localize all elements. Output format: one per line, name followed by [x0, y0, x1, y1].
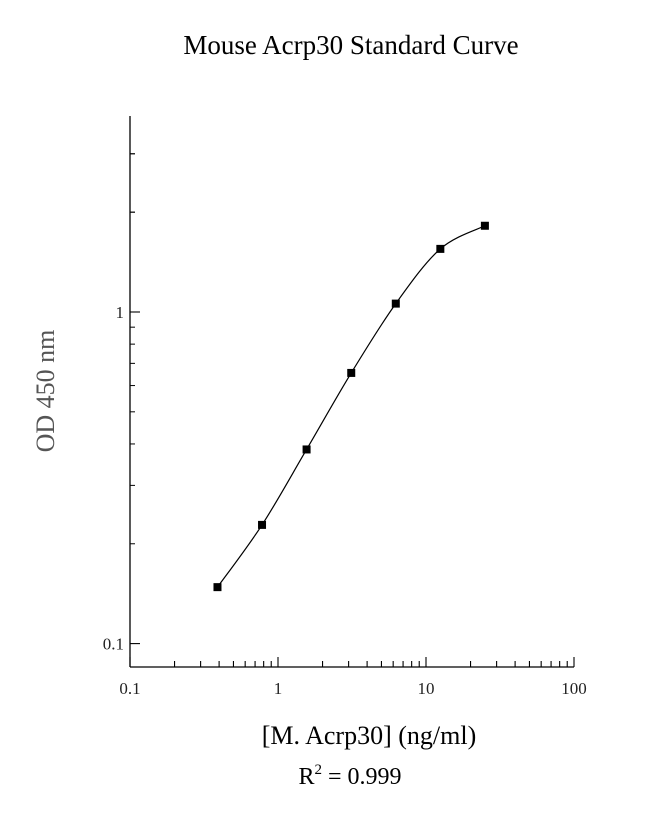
data-point-1 — [213, 583, 222, 592]
y-tick-label: 0.1 — [103, 635, 124, 654]
data-point-5 — [391, 299, 400, 308]
data-point-7 — [480, 221, 489, 230]
x-tick-label: 100 — [561, 679, 587, 698]
axes — [129, 116, 574, 668]
data-point-4 — [347, 368, 356, 377]
ticks — [129, 153, 575, 667]
data-point-2 — [258, 520, 267, 529]
chart-title: Mouse Acrp30 Standard Curve — [183, 30, 518, 60]
r2-exponent: 2 — [314, 762, 322, 778]
x-tick-label: 0.1 — [119, 679, 140, 698]
x-axis-label: [M. Acrp30] (ng/ml) — [262, 721, 476, 750]
y-tick-label: 1 — [116, 303, 125, 322]
data-point-6 — [436, 244, 445, 253]
tick-labels: 0.1 1 10 100 0.1 1 — [103, 303, 587, 698]
data-point-3 — [302, 445, 311, 454]
x-tick-label: 10 — [418, 679, 435, 698]
x-tick-label: 1 — [274, 679, 283, 698]
r2-r: R — [298, 764, 314, 790]
r2-value: = 0.999 — [322, 764, 402, 790]
y-axis-label: OD 450 nm — [31, 330, 60, 453]
fit-curve — [216, 225, 486, 588]
data-points — [213, 221, 489, 592]
r-squared-label: R2 = 0.999 — [298, 762, 401, 790]
